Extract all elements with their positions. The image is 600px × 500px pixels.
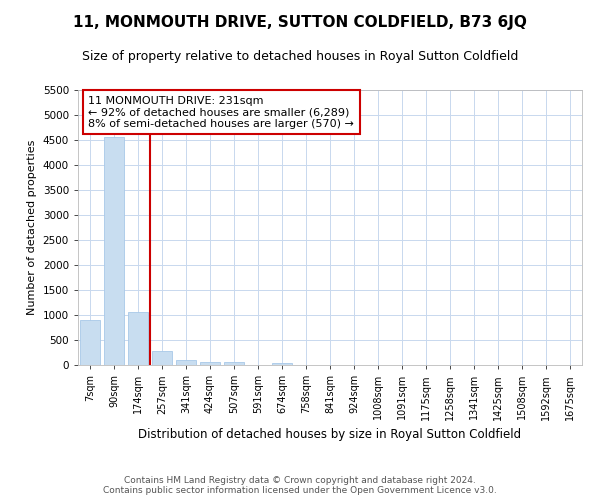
Bar — [176, 360, 196, 365]
Bar — [224, 362, 244, 365]
Text: Contains HM Land Registry data © Crown copyright and database right 2024.
Contai: Contains HM Land Registry data © Crown c… — [103, 476, 497, 495]
Text: Size of property relative to detached houses in Royal Sutton Coldfield: Size of property relative to detached ho… — [82, 50, 518, 63]
Bar — [272, 362, 292, 365]
Text: 11, MONMOUTH DRIVE, SUTTON COLDFIELD, B73 6JQ: 11, MONMOUTH DRIVE, SUTTON COLDFIELD, B7… — [73, 15, 527, 30]
Bar — [200, 362, 220, 365]
Text: 11 MONMOUTH DRIVE: 231sqm
← 92% of detached houses are smaller (6,289)
8% of sem: 11 MONMOUTH DRIVE: 231sqm ← 92% of detac… — [88, 96, 354, 128]
Y-axis label: Number of detached properties: Number of detached properties — [27, 140, 37, 315]
Bar — [128, 312, 148, 365]
Bar — [152, 351, 172, 365]
Bar — [80, 320, 100, 365]
Bar — [104, 137, 124, 365]
X-axis label: Distribution of detached houses by size in Royal Sutton Coldfield: Distribution of detached houses by size … — [139, 428, 521, 441]
